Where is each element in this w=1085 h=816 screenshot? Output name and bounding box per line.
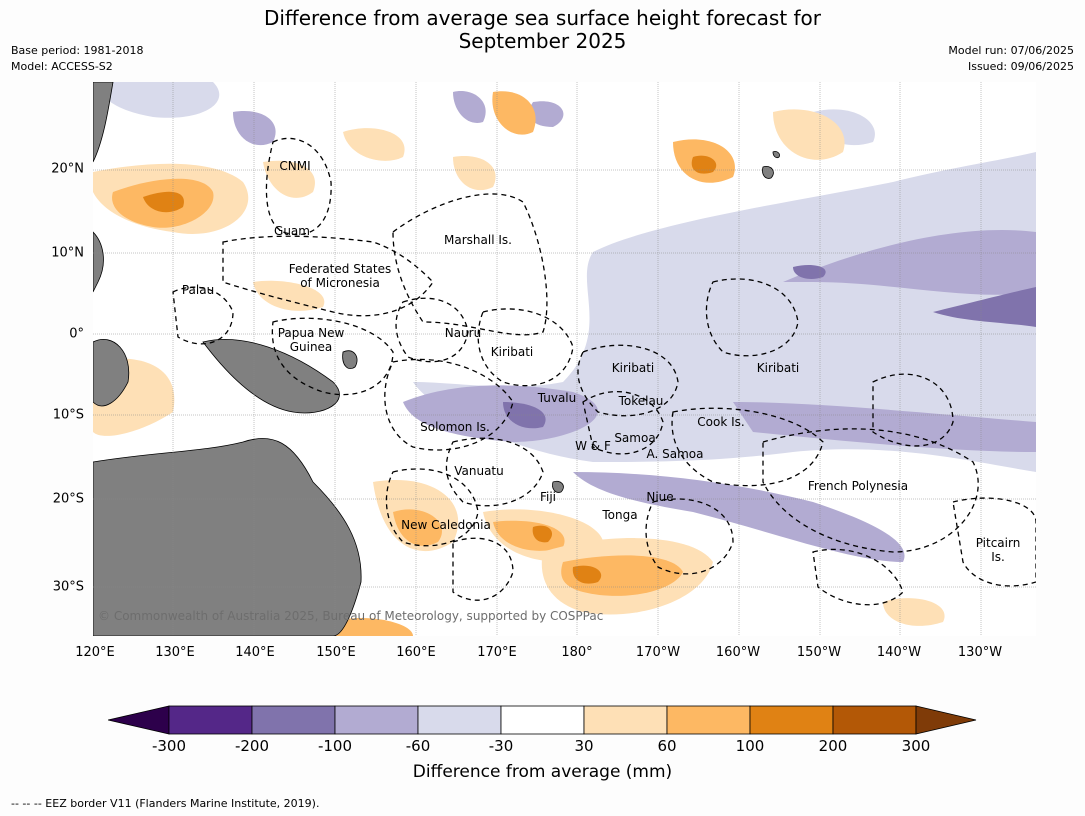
copyright-credit: © Commonwealth of Australia 2025, Bureau… xyxy=(98,609,604,623)
label-cook-is: Cook Is. xyxy=(697,415,744,429)
x-tick-150w: 150°W xyxy=(796,645,842,660)
label-guam: Guam xyxy=(274,224,310,238)
label-cnmi: CNMI xyxy=(279,159,310,173)
cb-tick-2: -200 xyxy=(234,737,270,755)
x-tick-150e: 150°E xyxy=(316,645,356,660)
colorbar-segment xyxy=(251,705,336,735)
x-tick-160e: 160°E xyxy=(396,645,436,660)
label-marshall: Marshall Is. xyxy=(444,233,512,247)
y-tick-20n: 20°N xyxy=(51,161,84,177)
cb-tick-5: -30 xyxy=(488,737,514,755)
colorbar-label: Difference from average (mm) xyxy=(412,762,673,782)
label-new-caledonia: New Caledonia xyxy=(401,518,491,532)
cb-tick-3: -100 xyxy=(317,737,353,755)
colorbar xyxy=(107,705,978,739)
label-fiji: Fiji xyxy=(540,490,556,504)
colorbar-segment xyxy=(583,705,668,735)
label-png-2: Guinea xyxy=(290,340,333,354)
label-kiribati-west: Kiribati xyxy=(491,345,533,359)
label-kiribati-central: Kiribati xyxy=(612,361,654,375)
label-pitcairn-2: Is. xyxy=(991,550,1005,564)
cb-tick-9: 200 xyxy=(818,737,848,755)
x-tick-130e: 130°E xyxy=(155,645,195,660)
label-tonga: Tonga xyxy=(601,508,637,522)
label-png-1: Papua New xyxy=(278,326,345,340)
map-panel: CNMI Guam Marshall Is. Federated States … xyxy=(93,82,1036,636)
title-line-2: September 2025 xyxy=(458,29,627,53)
label-tuvalu: Tuvalu xyxy=(537,391,577,405)
anomaly-purple xyxy=(93,82,1036,636)
label-wallis-futuna: W & F xyxy=(575,439,611,453)
map-title: Difference from average sea surface heig… xyxy=(0,7,1085,53)
label-niue: Niue xyxy=(646,490,673,504)
model-name: Model: ACCESS-S2 xyxy=(11,60,113,73)
x-tick-140w: 140°W xyxy=(876,645,922,660)
gridlines xyxy=(93,82,1036,636)
colorbar-segment xyxy=(334,705,419,735)
x-tick-130w: 130°W xyxy=(957,645,1003,660)
anomaly-orange xyxy=(93,91,945,636)
region-labels: CNMI Guam Marshall Is. Federated States … xyxy=(182,159,1020,564)
label-vanuatu: Vanuatu xyxy=(454,464,504,478)
label-fsm-1: Federated States xyxy=(289,262,391,276)
colorbar-segment xyxy=(500,705,585,735)
cb-tick-10: 300 xyxy=(901,737,931,755)
cb-tick-7: 60 xyxy=(657,737,677,755)
x-tick-140e: 140°E xyxy=(235,645,275,660)
label-tokelau: Tokelau xyxy=(618,394,664,408)
label-fsm-2: of Micronesia xyxy=(300,276,380,290)
eez-note: -- -- -- EEZ border V11 (Flanders Marine… xyxy=(11,797,320,810)
colorbar-segment xyxy=(666,705,751,735)
label-samoa: Samoa xyxy=(614,431,655,445)
label-kiribati-east: Kiribati xyxy=(757,361,799,375)
y-tick-10n: 10°N xyxy=(51,245,84,261)
colorbar-svg xyxy=(107,705,977,735)
colorbar-segment xyxy=(417,705,502,735)
model-run: Model run: 07/06/2025 xyxy=(948,44,1074,57)
label-pitcairn-1: Pitcairn xyxy=(976,536,1021,550)
label-french-polynesia: French Polynesia xyxy=(808,479,908,493)
issued-date: Issued: 09/06/2025 xyxy=(967,60,1074,73)
x-tick-160w: 160°W xyxy=(715,645,761,660)
cb-tick-4: -60 xyxy=(405,737,431,755)
label-american-samoa: A. Samoa xyxy=(647,447,704,461)
x-tick-180: 180° xyxy=(561,645,593,660)
colorbar-arrow-low xyxy=(107,705,170,735)
colorbar-segments xyxy=(107,705,977,735)
base-period: Base period: 1981-2018 xyxy=(11,44,144,57)
map-svg: CNMI Guam Marshall Is. Federated States … xyxy=(93,82,1036,636)
colorbar-segment xyxy=(749,705,834,735)
colorbar-segment xyxy=(832,705,917,735)
x-tick-120e: 120°E xyxy=(75,645,115,660)
y-tick-0: 0° xyxy=(69,326,84,342)
colorbar-arrow-high xyxy=(915,705,977,735)
label-solomon: Solomon Is. xyxy=(420,420,490,434)
colorbar-segment xyxy=(168,705,253,735)
land xyxy=(93,82,780,636)
y-tick-20s: 20°S xyxy=(52,491,84,507)
title-line-1: Difference from average sea surface heig… xyxy=(263,6,822,30)
cb-tick-1: -300 xyxy=(151,737,187,755)
label-nauru: Nauru xyxy=(445,326,481,340)
label-palau: Palau xyxy=(182,283,214,297)
cb-tick-8: 100 xyxy=(735,737,765,755)
cb-tick-6: 30 xyxy=(574,737,594,755)
eez-borders xyxy=(172,137,1036,606)
y-tick-10s: 10°S xyxy=(52,407,84,423)
y-tick-30s: 30°S xyxy=(52,579,84,595)
meta-right: Model run: 07/06/2025 Issued: 09/06/2025 xyxy=(948,43,1074,75)
x-tick-170e: 170°E xyxy=(477,645,517,660)
meta-left: Base period: 1981-2018 Model: ACCESS-S2 xyxy=(11,43,143,75)
x-tick-170w: 170°W xyxy=(635,645,681,660)
